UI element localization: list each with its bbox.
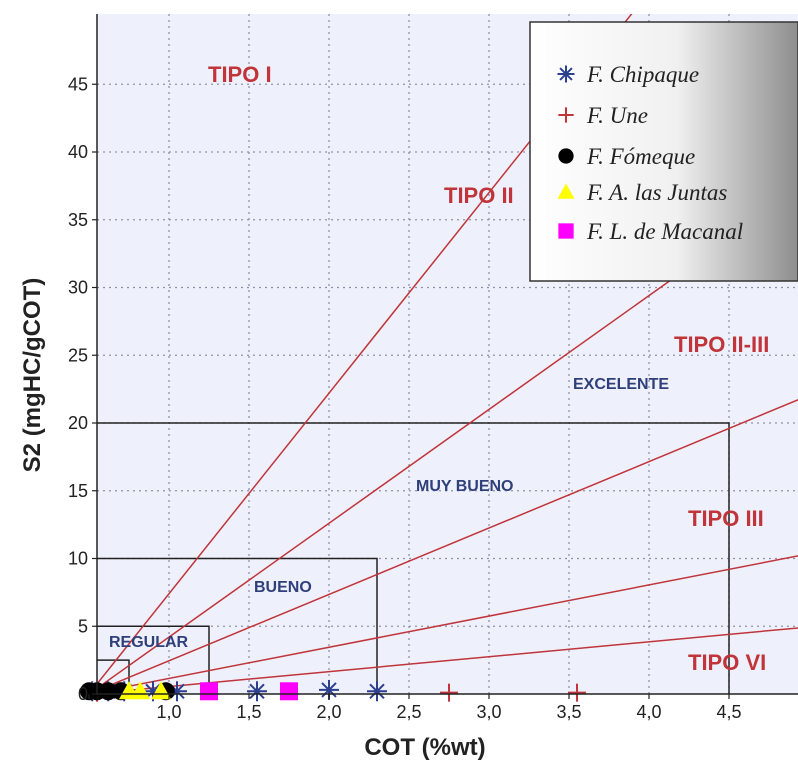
point-series-4-1 [280, 682, 298, 701]
y-tick-label-9: 45 [68, 74, 88, 94]
legend-marker-4 [558, 223, 574, 239]
point-series-2-2 [99, 682, 118, 701]
x-axis-ticks: 1,0 1,5 2,0 2,5 3,0 3,5 4,0 4,5 [88, 694, 742, 722]
quality-box-0 [97, 625, 210, 694]
point-series-0-5 [247, 681, 267, 702]
point-series-1-2 [568, 683, 586, 702]
legend-label-une: F. Une [586, 103, 648, 128]
x-tick-label-3: 2,0 [316, 702, 341, 722]
quality-box-1 [97, 557, 378, 694]
type-line-0 [97, 14, 633, 686]
quality-box-2 [97, 422, 730, 694]
legend-label-chipaque: F. Chipaque [586, 62, 699, 87]
y-tick-label-3: 15 [68, 481, 88, 501]
legend-box [529, 21, 798, 282]
point-series-0-7 [367, 681, 387, 702]
point-series-3-2 [151, 681, 171, 700]
label-tipo-ii: TIPO II [444, 183, 514, 208]
point-series-4-0 [200, 682, 218, 701]
y-tick-label-6: 30 [68, 278, 88, 298]
y-tick-label-5: 25 [68, 345, 88, 365]
legend-markers [557, 65, 575, 239]
y-tick-label-7: 35 [68, 210, 88, 230]
legend: F. Chipaque F. Une F. Fómeque F. A. las … [529, 21, 798, 282]
label-tipo-ii-iii: TIPO II-III [674, 332, 769, 357]
legend-marker-0 [557, 65, 575, 83]
type-line-3 [97, 555, 798, 694]
legend-label-las-juntas: F. A. las Juntas [586, 180, 727, 205]
y-tick-label-0: 0 [78, 684, 88, 704]
legend-marker-1 [558, 107, 574, 123]
y-axis-title: S2 (mgHC/gCOT) [19, 278, 46, 473]
label-bueno: BUENO [254, 579, 312, 596]
x-tick-label-1: 1,0 [156, 702, 181, 722]
label-tipo-vi: TIPO VI [688, 650, 766, 675]
label-excelente: EXCELENTE [573, 376, 669, 393]
x-axis-title: COT (%wt) [364, 734, 485, 761]
label-regular: REGULAR [109, 634, 189, 651]
point-series-1-1 [440, 683, 458, 702]
y-axis-ticks: 0 5 10 15 20 25 30 35 40 45 [68, 74, 97, 704]
legend-marker-2 [558, 148, 574, 164]
x-tick-label-4: 2,5 [396, 702, 421, 722]
x-tick-label-7: 4,0 [636, 702, 661, 722]
x-tick-label-5: 3,0 [476, 702, 501, 722]
legend-marker-3 [557, 183, 575, 199]
legend-label-fomeque: F. Fómeque [586, 144, 695, 169]
y-tick-label-1: 5 [78, 616, 88, 636]
x-tick-label-6: 3,5 [556, 702, 581, 722]
quality-boxes [97, 422, 730, 694]
x-tick-label-8: 4,5 [716, 702, 741, 722]
legend-label-macanal: F. L. de Macanal [586, 219, 743, 244]
y-tick-label-4: 20 [68, 413, 88, 433]
point-series-3-1 [130, 681, 151, 700]
type-line-2 [97, 398, 798, 692]
label-muy-bueno: MUY BUENO [416, 478, 514, 495]
label-tipo-iii: TIPO III [688, 506, 764, 531]
x-tick-label-2: 1,5 [236, 702, 261, 722]
label-tipo-i: TIPO I [208, 62, 272, 87]
y-tick-label-8: 40 [68, 142, 88, 162]
y-tick-label-2: 10 [68, 549, 88, 569]
